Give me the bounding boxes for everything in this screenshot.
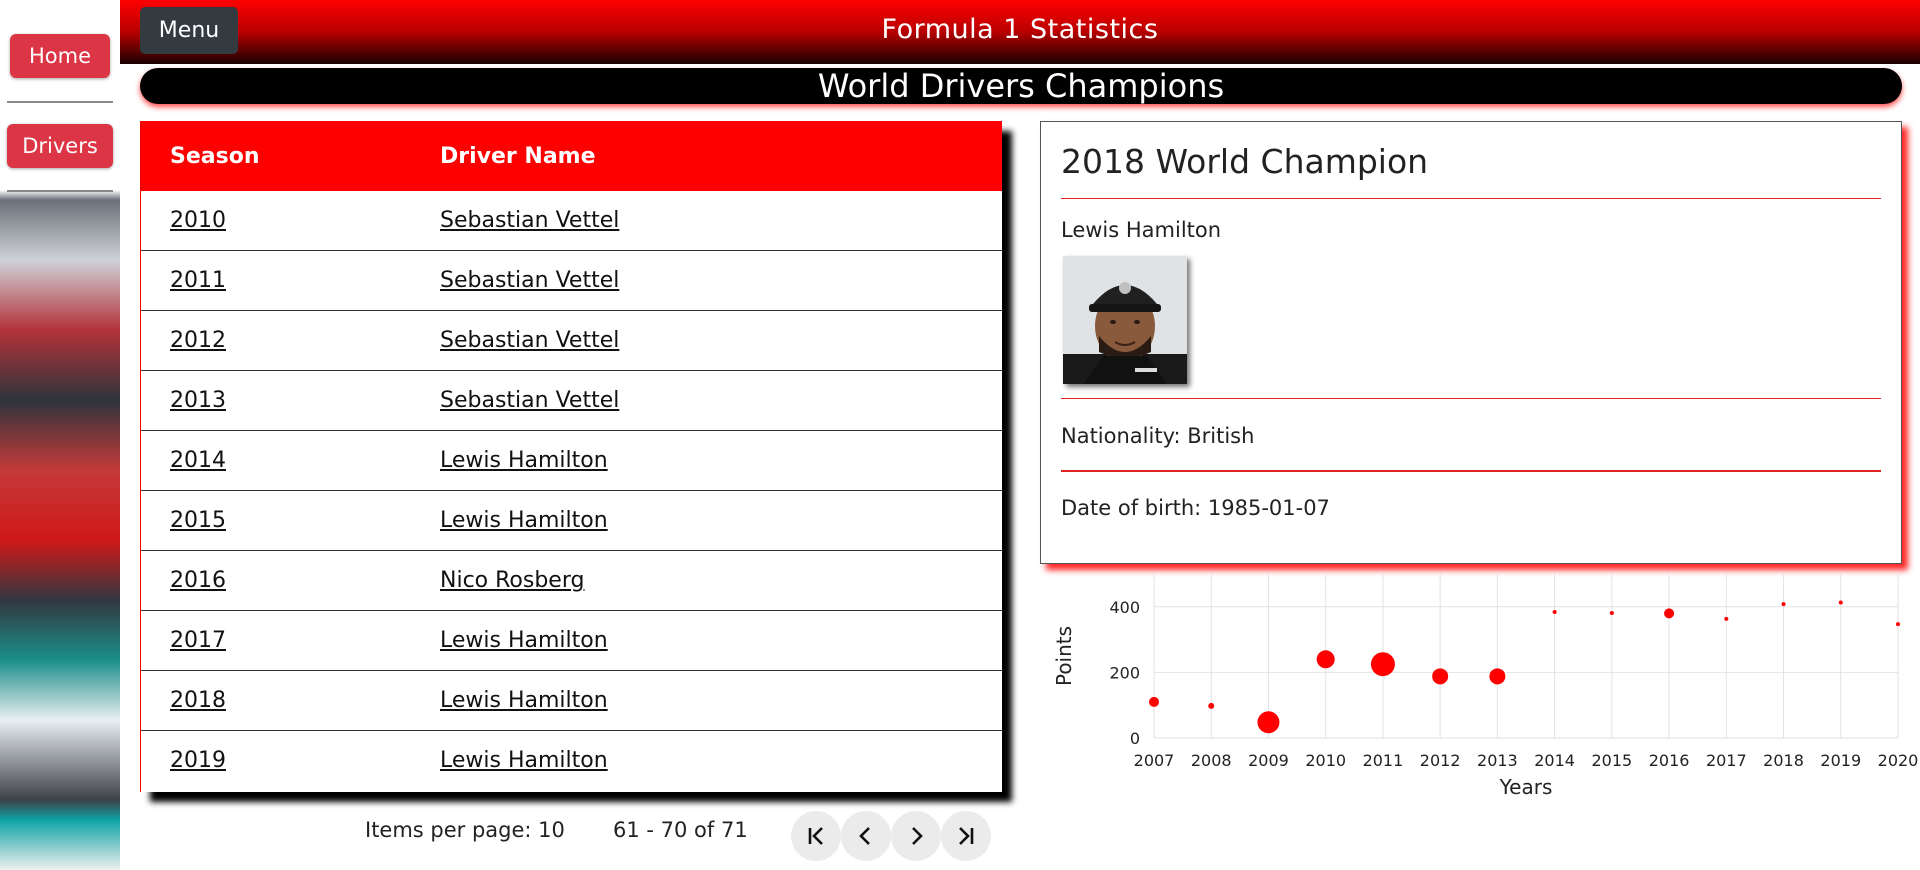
items-per-page[interactable]: Items per page: 10 xyxy=(365,818,565,842)
data-point xyxy=(1896,622,1900,627)
x-tick-label: 2010 xyxy=(1305,751,1346,770)
champion-nationality: Nationality: British xyxy=(1061,424,1255,448)
x-tick-label: 2013 xyxy=(1477,751,1518,770)
sidebar-divider xyxy=(7,190,113,192)
table-row: 2016 Nico Rosberg xyxy=(141,551,1002,611)
champion-name: Lewis Hamilton xyxy=(1061,218,1222,242)
champions-table: Season Driver Name 2010 Sebastian Vettel … xyxy=(140,121,1002,792)
x-tick-label: 2007 xyxy=(1134,751,1175,770)
data-point xyxy=(1838,600,1843,605)
sidebar: Home Drivers xyxy=(0,0,120,870)
champion-dob: Date of birth: 1985-01-07 xyxy=(1061,496,1330,520)
driver-photo xyxy=(1063,256,1187,384)
x-tick-label: 2012 xyxy=(1420,751,1461,770)
data-point xyxy=(1316,650,1335,669)
app-header: Menu Formula 1 Statistics xyxy=(120,0,1920,64)
y-axis-label: Points xyxy=(1052,626,1076,686)
x-axis-label: Years xyxy=(1499,775,1553,799)
driver-link[interactable]: Sebastian Vettel xyxy=(440,208,620,233)
driver-link[interactable]: Lewis Hamilton xyxy=(440,688,608,713)
season-column-header[interactable]: Season xyxy=(170,143,260,169)
data-point xyxy=(1609,611,1614,616)
table-row: 2014 Lewis Hamilton xyxy=(141,431,1002,491)
sidebar-divider xyxy=(7,101,113,103)
driver-link[interactable]: Lewis Hamilton xyxy=(440,628,608,653)
next-page-icon[interactable] xyxy=(891,811,941,861)
x-tick-label: 2009 xyxy=(1248,751,1289,770)
driver-link[interactable]: Lewis Hamilton xyxy=(440,448,608,473)
x-tick-label: 2017 xyxy=(1706,751,1747,770)
data-point xyxy=(1781,602,1786,607)
table-row: 2015 Lewis Hamilton xyxy=(141,491,1002,551)
data-point xyxy=(1664,608,1675,619)
table-row: 2010 Sebastian Vettel xyxy=(141,191,1002,251)
data-point xyxy=(1208,702,1215,709)
table-row: 2013 Sebastian Vettel xyxy=(141,371,1002,431)
page-title: World Drivers Champions xyxy=(140,68,1902,104)
table-row: 2018 Lewis Hamilton xyxy=(141,671,1002,731)
season-link[interactable]: 2012 xyxy=(170,328,226,353)
y-tick-label: 0 xyxy=(1130,729,1140,748)
data-point xyxy=(1257,711,1280,734)
driver-link[interactable]: Lewis Hamilton xyxy=(440,748,608,773)
x-tick-label: 2011 xyxy=(1363,751,1404,770)
driver-link[interactable]: Sebastian Vettel xyxy=(440,388,620,413)
champion-title: 2018 World Champion xyxy=(1061,142,1429,181)
driver-link[interactable]: Nico Rosberg xyxy=(440,568,585,593)
x-tick-label: 2016 xyxy=(1649,751,1690,770)
season-link[interactable]: 2015 xyxy=(170,508,226,533)
season-link[interactable]: 2017 xyxy=(170,628,226,653)
page-range: 61 - 70 of 71 xyxy=(613,818,748,842)
x-tick-label: 2008 xyxy=(1191,751,1232,770)
driver-column-header[interactable]: Driver Name xyxy=(440,143,596,169)
driver-link[interactable]: Sebastian Vettel xyxy=(440,328,620,353)
divider xyxy=(1061,398,1881,399)
y-tick-label: 200 xyxy=(1109,663,1140,682)
data-point xyxy=(1724,616,1729,621)
x-tick-label: 2019 xyxy=(1820,751,1861,770)
season-link[interactable]: 2013 xyxy=(170,388,226,413)
x-tick-label: 2014 xyxy=(1534,751,1575,770)
last-page-icon[interactable] xyxy=(941,811,991,861)
driver-link[interactable]: Sebastian Vettel xyxy=(440,268,620,293)
y-tick-label: 400 xyxy=(1109,598,1140,617)
season-link[interactable]: 2014 xyxy=(170,448,226,473)
season-link[interactable]: 2019 xyxy=(170,748,226,773)
x-tick-label: 2015 xyxy=(1591,751,1632,770)
points-scatter-chart: 0 200 400 2007 2008 2009 2010 2011 2012 2013 2014 2… xyxy=(1052,574,1919,799)
season-link[interactable]: 2018 xyxy=(170,688,226,713)
app-title: Formula 1 Statistics xyxy=(881,14,1159,45)
previous-page-icon[interactable] xyxy=(841,811,891,861)
data-point xyxy=(1149,696,1159,707)
sidebar-item-drivers[interactable]: Drivers xyxy=(7,124,113,168)
data-point xyxy=(1489,668,1506,685)
champion-card: 2018 World Champion Lewis Hamilton Natio… xyxy=(1040,121,1902,564)
data-point xyxy=(1370,652,1395,677)
first-page-icon[interactable] xyxy=(791,811,841,861)
table-row: 2011 Sebastian Vettel xyxy=(141,251,1002,311)
menu-button[interactable]: Menu xyxy=(140,7,238,54)
divider xyxy=(1061,470,1881,472)
divider xyxy=(1061,198,1881,199)
season-link[interactable]: 2010 xyxy=(170,208,226,233)
sidebar-item-home[interactable]: Home xyxy=(10,34,110,78)
table-row: 2012 Sebastian Vettel xyxy=(141,311,1002,371)
driver-link[interactable]: Lewis Hamilton xyxy=(440,508,608,533)
data-point xyxy=(1552,610,1557,615)
table-row: 2017 Lewis Hamilton xyxy=(141,611,1002,671)
table-row: 2019 Lewis Hamilton xyxy=(141,731,1002,791)
season-link[interactable]: 2011 xyxy=(170,268,226,293)
data-point xyxy=(1432,668,1449,685)
x-tick-label: 2018 xyxy=(1763,751,1804,770)
table-header: Season Driver Name xyxy=(141,121,1002,191)
season-link[interactable]: 2016 xyxy=(170,568,226,593)
x-tick-label: 2020 xyxy=(1878,751,1919,770)
